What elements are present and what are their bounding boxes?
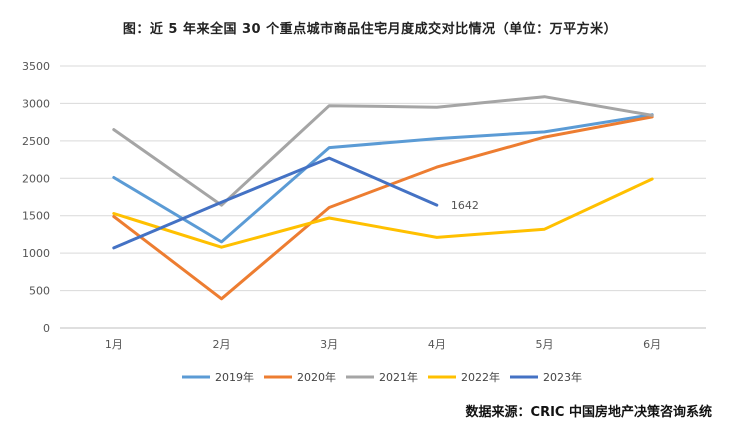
y-tick-label: 2000 (22, 172, 50, 185)
y-tick-label: 500 (29, 285, 50, 298)
legend-label: 2019年 (215, 370, 254, 384)
x-tick-label: 2月 (213, 338, 231, 351)
legend-label: 2021年 (379, 370, 418, 384)
x-tick-label: 1月 (105, 338, 123, 351)
y-tick-label: 1500 (22, 210, 50, 223)
y-axis: 0 500 1000 1500 2000 2500 3000 3500 (22, 60, 50, 335)
x-tick-label: 3月 (320, 338, 338, 351)
data-label: 1642 (451, 199, 479, 212)
y-tick-label: 1000 (22, 247, 50, 260)
legend: 2019年 2020年 2021年 2022年 2023年 (182, 370, 582, 384)
x-axis: 1月 2月 3月 4月 5月 6月 (105, 338, 661, 351)
series-line-2023年 (112, 156, 439, 250)
series-lines (112, 95, 654, 301)
data-source-note: 数据来源：CRIC 中国房地产决策咨询系统 (465, 405, 712, 420)
y-tick-label: 2500 (22, 135, 50, 148)
chart-title: 图：近 5 年来全国 30 个重点城市商品住宅月度成交对比情况（单位：万平方米） (122, 22, 618, 37)
legend-label: 2020年 (297, 370, 336, 384)
x-tick-label: 4月 (428, 338, 446, 351)
series-line-2019年 (112, 113, 654, 244)
series-line-2021年 (112, 95, 654, 207)
y-tick-label: 0 (43, 322, 50, 335)
x-tick-label: 5月 (536, 338, 554, 351)
y-tick-label: 3000 (22, 97, 50, 110)
x-tick-label: 6月 (643, 338, 661, 351)
series-line-2020年 (112, 115, 654, 301)
y-tick-label: 3500 (22, 60, 50, 73)
legend-label: 2023年 (543, 370, 582, 384)
annotations: 1642 (451, 199, 479, 212)
legend-label: 2022年 (461, 370, 500, 384)
gridlines (60, 65, 706, 329)
series-line-2022年 (112, 177, 654, 249)
